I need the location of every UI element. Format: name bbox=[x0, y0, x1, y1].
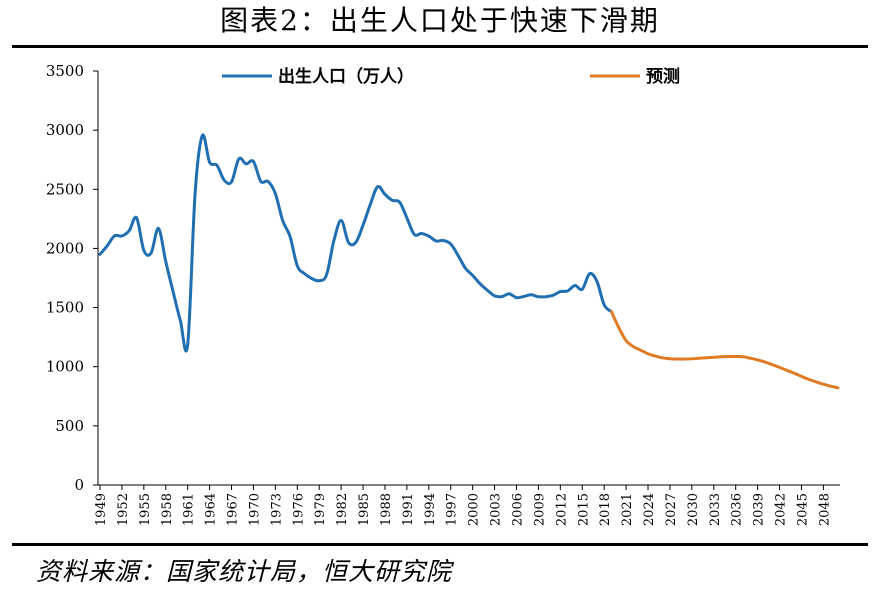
x-tick-label: 2042 bbox=[774, 493, 789, 526]
y-tick-label: 2000 bbox=[46, 239, 84, 257]
x-tick-label: 1976 bbox=[291, 493, 306, 526]
y-tick-label: 1000 bbox=[46, 358, 84, 376]
x-tick-label: 1958 bbox=[160, 493, 175, 526]
x-tick-label: 2006 bbox=[510, 493, 525, 526]
x-tick-label: 2015 bbox=[576, 493, 591, 526]
source-rule bbox=[12, 543, 868, 546]
x-tick-label: 2039 bbox=[752, 493, 767, 526]
legend-label: 出生人口（万人） bbox=[278, 66, 414, 87]
x-tick-label: 2048 bbox=[817, 493, 832, 526]
x-tick-label: 2018 bbox=[598, 493, 613, 526]
series-line-births bbox=[98, 133, 613, 353]
x-tick-label: 1973 bbox=[269, 493, 284, 526]
x-tick-label: 2009 bbox=[532, 493, 547, 526]
y-tick-label: 0 bbox=[74, 476, 84, 494]
legend-label: 预测 bbox=[646, 66, 680, 87]
x-tick-label: 1955 bbox=[138, 493, 153, 526]
x-tick-label: 2036 bbox=[730, 493, 745, 526]
x-tick-label: 1961 bbox=[182, 493, 197, 526]
x-tick-label: 2024 bbox=[642, 493, 657, 526]
y-tick-label: 2500 bbox=[46, 180, 84, 198]
x-tick-label: 1991 bbox=[401, 493, 416, 526]
x-tick-label: 1997 bbox=[445, 493, 460, 526]
x-tick-label: 1979 bbox=[313, 493, 328, 526]
y-tick-label: 3500 bbox=[46, 62, 84, 80]
x-tick-label: 1970 bbox=[247, 493, 262, 526]
line-chart: 0 500 1000 1500 2000 2500 3000 3500 1949 1952 1955… bbox=[46, 62, 840, 526]
x-tick-label: 2045 bbox=[795, 493, 810, 526]
x-tick-label: 1949 bbox=[94, 493, 109, 526]
y-tick-label: 3000 bbox=[46, 121, 84, 139]
x-tick-label: 1952 bbox=[116, 493, 131, 526]
x-tick-label: 2021 bbox=[620, 493, 635, 526]
chart-title: 图表2：出生人口处于快速下滑期 bbox=[220, 4, 660, 37]
y-tick-label: 1500 bbox=[46, 299, 84, 317]
x-tick-label: 2033 bbox=[708, 493, 723, 526]
x-tick-label: 2027 bbox=[664, 493, 679, 526]
source-note: 资料来源：国家统计局，恒大研究院 bbox=[36, 557, 453, 586]
x-tick-label: 2003 bbox=[489, 493, 504, 526]
x-tick-label: 1994 bbox=[423, 493, 438, 526]
x-tick-label: 1985 bbox=[357, 493, 372, 526]
x-tick-label: 2030 bbox=[686, 493, 701, 526]
x-tick-label: 1964 bbox=[204, 493, 219, 526]
x-tick-label: 1988 bbox=[379, 493, 394, 526]
y-tick-label: 500 bbox=[55, 417, 84, 435]
title-rule bbox=[12, 45, 868, 48]
x-tick-label: 1982 bbox=[335, 493, 350, 526]
x-tick-label: 1967 bbox=[226, 493, 241, 526]
series-line-forecast bbox=[610, 310, 840, 390]
x-tick-label: 2000 bbox=[467, 493, 482, 526]
x-tick-label: 2012 bbox=[554, 493, 569, 526]
